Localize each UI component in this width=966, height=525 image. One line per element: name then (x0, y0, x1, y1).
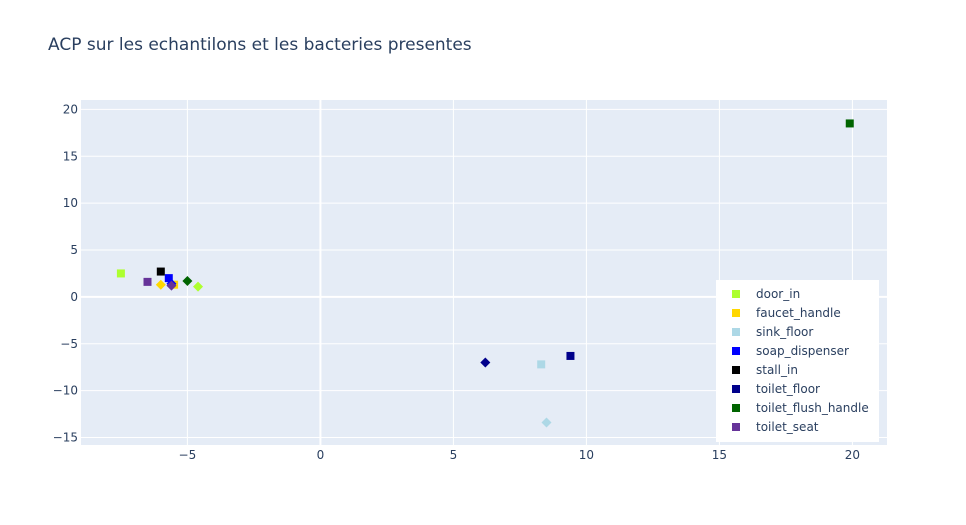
data-points (116, 119, 854, 428)
y-tick-label: 0 (70, 290, 78, 304)
legend-marker (732, 347, 740, 355)
data-point-square (156, 267, 165, 276)
axis-ticks: −5 0 5 10 15 20 −15 −10 −5 0 5 10 15 20 (53, 102, 860, 462)
x-tick-label: 20 (845, 448, 860, 462)
legend[interactable]: door_in faucet_handle sink_floor soap_dispe… (716, 280, 879, 442)
legend-label[interactable]: sink_floor (756, 325, 813, 339)
y-tick-label: −5 (60, 337, 78, 351)
legend-label[interactable]: soap_dispenser (756, 344, 849, 358)
chart-title: ACP sur les echantilons et les bacteries… (48, 35, 472, 55)
data-point-square (845, 119, 854, 128)
data-point-square (566, 351, 575, 360)
legend-marker (732, 385, 740, 393)
y-tick-label: 20 (63, 102, 78, 116)
data-point-diamond (166, 280, 177, 291)
legend-marker (732, 423, 740, 431)
legend-box (716, 280, 879, 442)
data-point-square (164, 274, 173, 283)
legend-label[interactable]: door_in (756, 287, 800, 301)
x-tick-label: −5 (179, 448, 197, 462)
data-point-square (537, 360, 546, 369)
data-point-square (116, 269, 125, 278)
legend-label[interactable]: toilet_seat (756, 420, 819, 434)
y-tick-label: 10 (63, 196, 78, 210)
y-tick-label: 15 (63, 149, 78, 163)
data-point-diamond (155, 279, 166, 290)
data-point-diamond (182, 275, 193, 286)
legend-marker (732, 366, 740, 374)
x-tick-label: 10 (579, 448, 594, 462)
x-tick-label: 0 (317, 448, 325, 462)
legend-marker (732, 309, 740, 317)
legend-label[interactable]: faucet_handle (756, 306, 841, 320)
legend-label[interactable]: stall_in (756, 363, 798, 377)
y-tick-label: 5 (70, 243, 78, 257)
legend-marker (732, 290, 740, 298)
x-tick-label: 5 (450, 448, 458, 462)
y-tick-label: −15 (53, 431, 78, 445)
legend-marker (732, 404, 740, 412)
data-point-diamond (193, 281, 204, 292)
y-tick-label: −10 (53, 384, 78, 398)
data-point-diamond (541, 417, 552, 428)
data-point-diamond (480, 357, 491, 368)
legend-marker (732, 328, 740, 336)
legend-label[interactable]: toilet_flush_handle (756, 401, 869, 415)
x-tick-label: 15 (712, 448, 727, 462)
legend-label[interactable]: toilet_floor (756, 382, 820, 396)
data-point-square (143, 277, 152, 286)
